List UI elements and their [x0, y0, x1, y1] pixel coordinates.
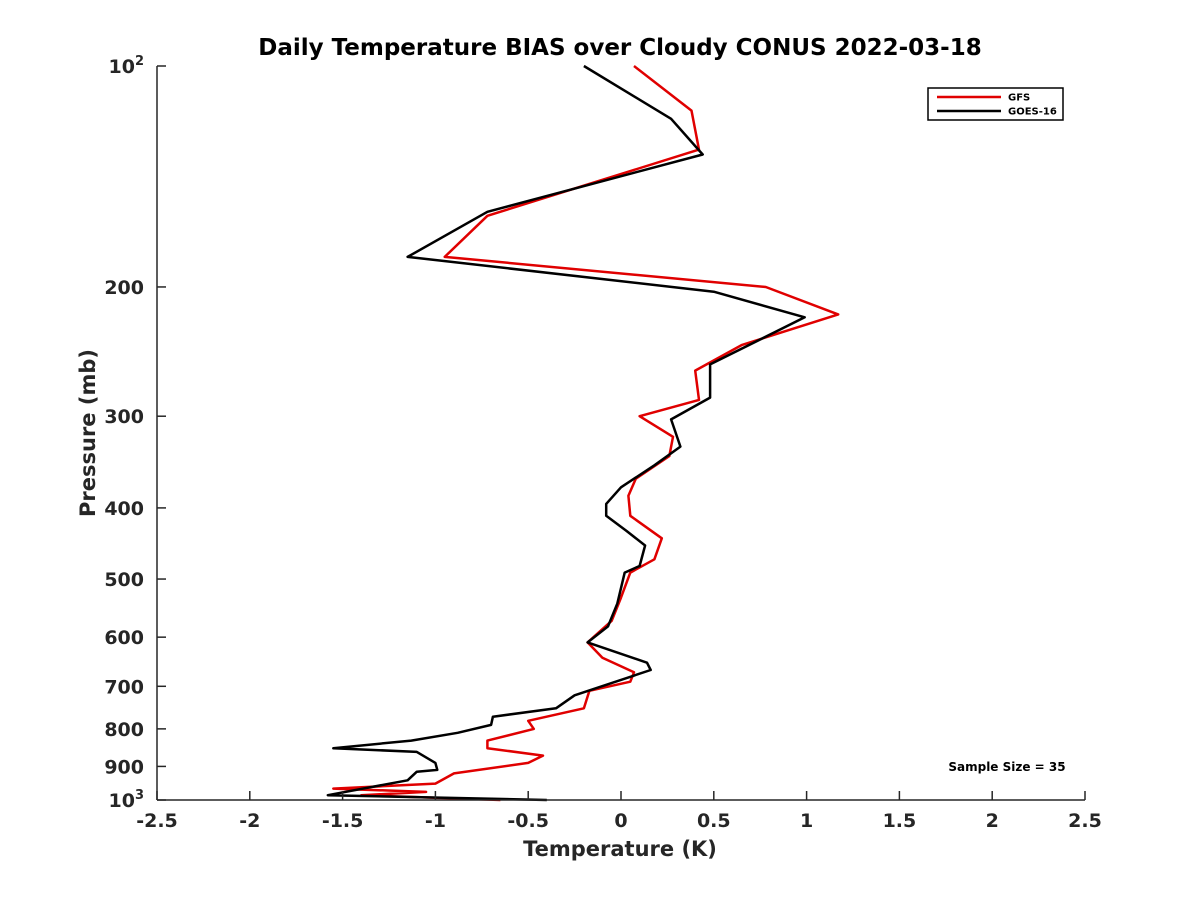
- legend-box: [927, 87, 1064, 121]
- legend-label-1: GOES-16: [1008, 107, 1057, 118]
- y-axis-label: Pressure (mb): [76, 349, 100, 517]
- y-tick-label: 400: [104, 498, 144, 520]
- y-tick-label: 102: [109, 54, 145, 78]
- tick-labels: -2.5 -2 -1.5 -1 -0.5 0 0.5 1 1.5 2 2.5 102 200 300 400…: [104, 54, 1102, 832]
- legend: GFS GOES-16: [927, 87, 1064, 121]
- axes: [156, 65, 1086, 801]
- x-tick-label: -0.5: [507, 810, 549, 832]
- plot-lines: [326, 64, 840, 802]
- y-tick-label: 500: [104, 569, 144, 591]
- x-tick-label: 2: [986, 810, 999, 832]
- y-tick-label: 800: [104, 719, 144, 741]
- y-tick-label: 103: [109, 788, 145, 812]
- y-tick-label: 700: [104, 676, 144, 698]
- x-tick-label: 1: [800, 810, 813, 832]
- x-tick-label: -2: [239, 810, 260, 832]
- x-tick-label: -1: [425, 810, 446, 832]
- x-tick-label: 2.5: [1068, 810, 1102, 832]
- series-line-0: [332, 65, 840, 802]
- sample-size-annotation: Sample Size = 35: [948, 760, 1065, 774]
- x-tick-label: 1.5: [883, 810, 917, 832]
- series-line-1: [326, 64, 806, 802]
- y-tick-label: 900: [104, 756, 144, 778]
- x-axis-label: Temperature (K): [523, 837, 717, 861]
- x-tick-label: -2.5: [136, 810, 178, 832]
- chart-title: Daily Temperature BIAS over Cloudy CONUS…: [258, 35, 981, 61]
- legend-label-0: GFS: [1008, 93, 1030, 104]
- y-tick-label: 600: [104, 627, 144, 649]
- x-tick-label: -1.5: [322, 810, 364, 832]
- y-tick-label: 300: [104, 406, 144, 428]
- y-tick-label: 200: [104, 277, 144, 299]
- x-tick-label: 0: [614, 810, 627, 832]
- x-tick-label: 0.5: [697, 810, 731, 832]
